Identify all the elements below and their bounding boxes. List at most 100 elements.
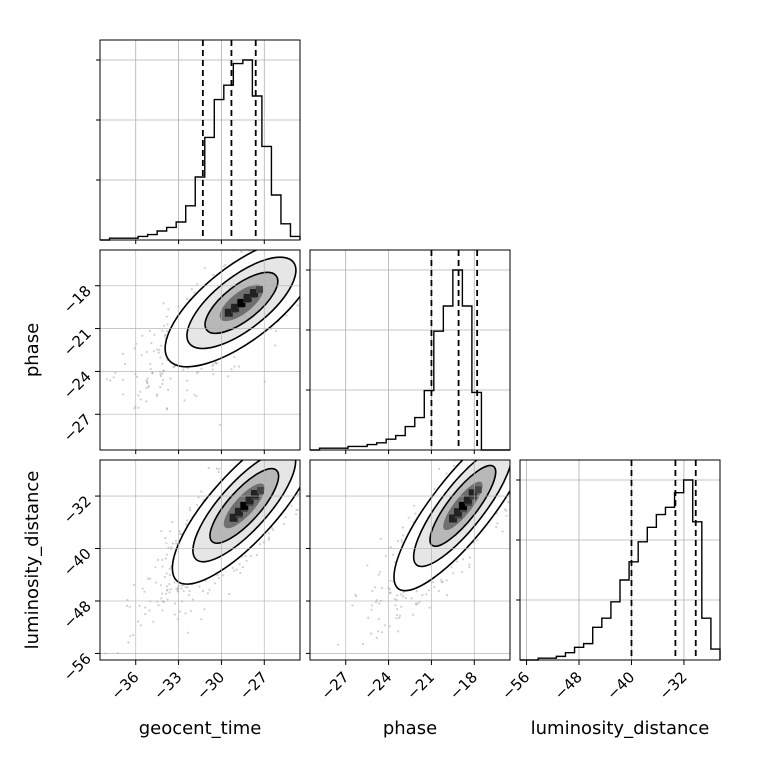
y-tick-label: −48 <box>60 597 95 632</box>
sample-point <box>366 564 369 567</box>
sample-point <box>227 375 230 378</box>
sample-point <box>527 411 529 413</box>
sample-point <box>171 542 175 545</box>
sample-point <box>267 532 270 535</box>
sample-point <box>513 424 515 426</box>
sample-point <box>388 588 392 591</box>
sample-point <box>206 592 209 595</box>
sample-point <box>166 323 169 326</box>
sample-point <box>213 582 217 585</box>
density-peak <box>245 496 254 504</box>
sample-point <box>161 382 164 385</box>
sample-point <box>279 453 281 455</box>
sample-point <box>159 374 162 378</box>
sample-point <box>166 330 169 333</box>
density-panel-frame <box>99 459 301 661</box>
y-axis-label-phase: phase <box>22 323 43 377</box>
sample-point <box>163 575 167 579</box>
sample-point <box>278 243 280 245</box>
sample-point <box>412 613 415 617</box>
sample-point <box>380 586 384 590</box>
sample-point <box>166 408 169 411</box>
sample-point <box>296 508 300 511</box>
sample-point <box>505 509 508 512</box>
sample-point <box>165 315 168 318</box>
sample-point <box>238 365 241 368</box>
sample-point <box>388 592 391 595</box>
sample-point <box>374 601 378 604</box>
sample-point <box>186 631 189 634</box>
sample-point <box>285 455 287 457</box>
contour-line <box>171 460 300 585</box>
sample-point <box>155 394 158 397</box>
sample-point <box>307 465 309 467</box>
sample-point <box>384 555 387 558</box>
sample-point <box>383 624 386 627</box>
hist-step <box>520 479 721 661</box>
sample-point <box>396 608 399 611</box>
sample-point <box>480 454 482 456</box>
sample-point <box>200 490 203 493</box>
sample-point <box>414 512 417 515</box>
sample-point <box>495 526 498 529</box>
sample-point <box>304 318 306 320</box>
y-tick-label: −40 <box>60 545 95 580</box>
sample-point <box>507 501 510 504</box>
sample-point <box>520 418 522 420</box>
density-peak <box>240 501 249 510</box>
sample-point <box>139 398 142 401</box>
sample-point <box>109 379 112 382</box>
sample-point <box>304 499 306 501</box>
sample-point <box>145 387 148 390</box>
contour-line <box>204 271 279 335</box>
sample-point <box>222 265 225 268</box>
sample-point <box>518 454 520 456</box>
sample-point <box>151 372 154 375</box>
sample-point <box>511 470 513 472</box>
sample-point <box>533 416 535 418</box>
sample-point <box>370 604 373 607</box>
sample-point <box>149 362 152 365</box>
sample-point <box>346 223 348 225</box>
sample-point <box>404 597 407 600</box>
sample-point <box>427 589 431 592</box>
sample-point <box>148 609 151 612</box>
density-peak <box>237 298 246 307</box>
sample-point <box>280 456 282 458</box>
sample-point <box>401 595 405 598</box>
sample-point <box>183 399 186 402</box>
density-peak <box>243 293 252 302</box>
sample-point <box>132 584 136 587</box>
sample-point <box>188 589 191 593</box>
sample-point <box>125 604 129 607</box>
sample-point <box>153 333 156 336</box>
sample-point <box>315 455 317 457</box>
hist-panel-frame <box>309 249 511 451</box>
sample-point <box>259 242 261 244</box>
density-panel-phase-luminosity_distance <box>309 411 535 661</box>
sample-point <box>148 577 152 580</box>
sample-point <box>515 444 517 446</box>
sample-point <box>284 246 286 248</box>
sample-point <box>145 400 148 403</box>
sample-point <box>370 608 373 611</box>
sample-point <box>285 314 288 317</box>
sample-point <box>178 530 181 533</box>
sample-point <box>282 244 284 246</box>
hist-panel-bg <box>310 250 510 450</box>
sample-point <box>161 372 164 375</box>
sample-point <box>208 588 211 592</box>
sample-point <box>291 458 293 460</box>
sample-point <box>388 625 391 628</box>
sample-point <box>217 576 220 580</box>
sample-point <box>370 632 373 635</box>
sample-point <box>379 537 382 540</box>
sample-point <box>377 573 380 576</box>
sample-point <box>159 344 162 347</box>
sample-point <box>515 466 517 468</box>
sample-point <box>270 457 272 459</box>
sample-point <box>274 241 276 243</box>
sample-point <box>470 455 472 457</box>
sample-point <box>295 509 298 512</box>
sample-point <box>165 592 168 595</box>
